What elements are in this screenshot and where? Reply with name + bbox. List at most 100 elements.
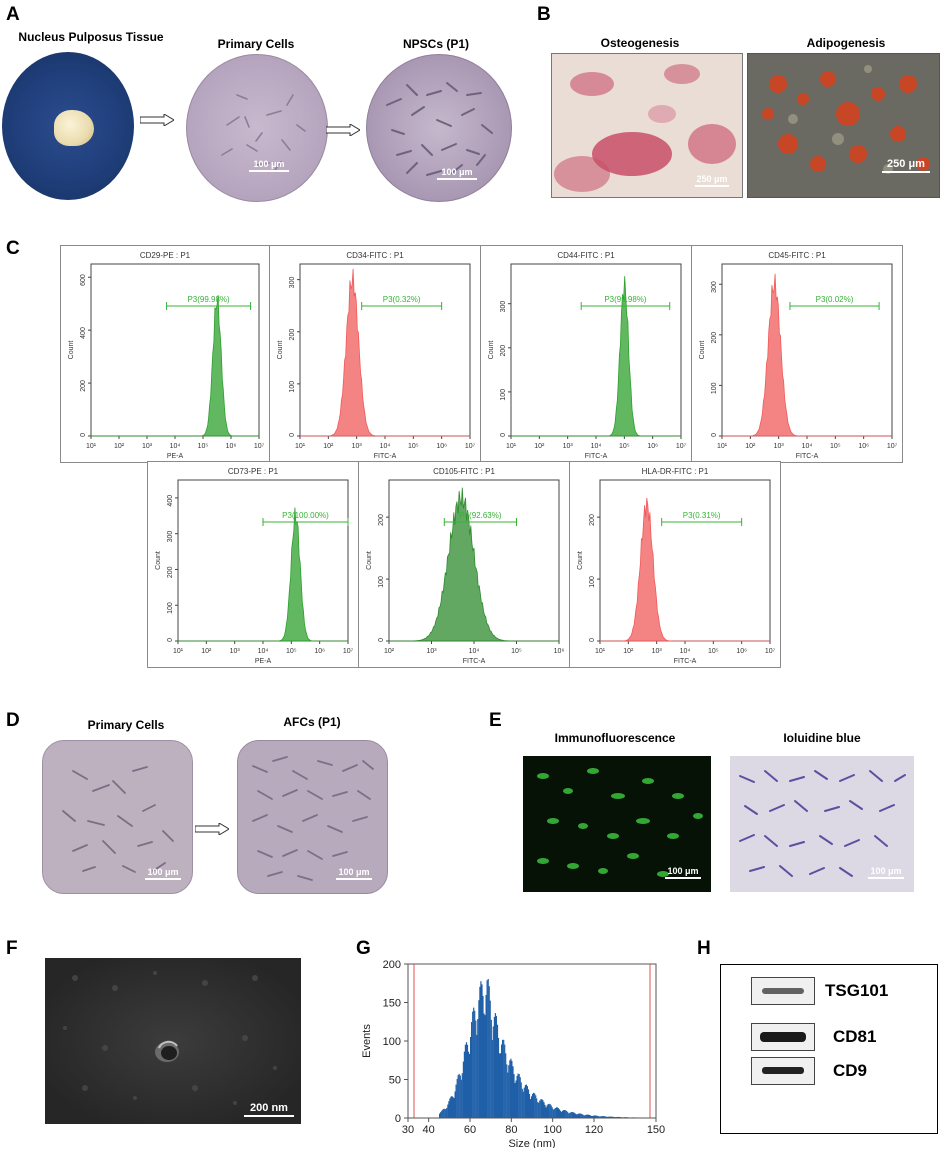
histogram-bar <box>612 1116 614 1118</box>
histogram-bar <box>472 1011 474 1118</box>
x-axis-label: PE-A <box>167 453 184 460</box>
x-tick-label: 30 <box>402 1124 414 1136</box>
histogram-bar <box>545 1107 547 1118</box>
histogram-bar <box>483 1013 485 1118</box>
band-tsg101 <box>751 977 815 1005</box>
scale-bar-e1: 100 μm <box>663 866 703 879</box>
histogram-bar <box>609 1116 611 1118</box>
histogram-bar <box>627 1117 629 1118</box>
histogram-area <box>511 276 681 437</box>
x-tick-label: 10³ <box>352 443 363 450</box>
arrow-right-icon <box>140 114 174 126</box>
histogram-bar <box>584 1115 586 1118</box>
y-tick-label: 0 <box>378 638 385 642</box>
histogram-cd34: CD34-FITC : P1 10¹ 10² 10³ 10⁴ 10⁵ 10⁶ 10⁷ FITC-… <box>269 245 481 463</box>
x-tick-label: 10¹ <box>173 648 184 655</box>
plot-frame <box>721 263 893 437</box>
primary-cells-photo-a: 100 μm <box>186 54 328 202</box>
histogram-bar <box>494 1013 496 1118</box>
x-tick-label: 10⁴ <box>802 443 813 450</box>
western-blot-box: TSG101 CD81 CD9 <box>720 964 938 1134</box>
histogram-title: CD45-FITC : P1 <box>768 251 826 260</box>
histogram-bar <box>601 1116 603 1118</box>
histogram-bar <box>590 1115 593 1118</box>
x-tick-label: 10⁶ <box>436 443 447 450</box>
histogram-cd73: CD73-PE : P1 10¹ 10² 10³ 10⁴ 10⁵ 10⁶ 10⁷ PE-A 0 10… <box>147 461 359 668</box>
histogram-bar <box>449 1098 451 1118</box>
histogram-bar <box>551 1107 553 1118</box>
histogram-bar <box>629 1117 631 1118</box>
y-tick-label: 150 <box>383 998 401 1010</box>
histogram-bar <box>493 1016 495 1118</box>
histogram-bar <box>450 1096 452 1118</box>
histogram-bar <box>567 1112 569 1118</box>
x-tick-label: 10⁷ <box>676 443 687 450</box>
x-tick-label: 120 <box>585 1124 603 1136</box>
x-tick-label: 40 <box>423 1124 435 1136</box>
scale-bar-d1-label: 100 μm <box>147 867 179 877</box>
x-tick-label: 10⁴ <box>680 648 691 655</box>
histogram-bar <box>492 1026 494 1118</box>
x-tick-label: 10¹ <box>86 443 97 450</box>
osteogenesis-photo: 250 μm <box>551 53 743 198</box>
y-tick-label: 100 <box>383 1036 401 1048</box>
x-tick-label: 10² <box>114 443 125 450</box>
scale-bar-b1: 250 μm <box>692 174 732 187</box>
afcs-photo: 100 μm <box>237 740 388 894</box>
scale-bar-b2: 250 μm <box>878 158 934 173</box>
histogram-bar <box>546 1105 548 1118</box>
scale-bar-e2: 100 μm <box>866 866 906 879</box>
y-tick-label: 0 <box>500 433 507 437</box>
histogram-bar <box>576 1114 578 1118</box>
band-label-cd9: CD9 <box>833 1061 868 1080</box>
y-tick-label: 100 <box>378 576 385 588</box>
histogram-bar <box>440 1112 442 1118</box>
histogram-bar <box>588 1114 590 1118</box>
scale-bar-d2: 100 μm <box>334 867 374 880</box>
y-axis-label: Count <box>366 551 373 570</box>
histogram-bar <box>593 1115 595 1118</box>
x-tick-label: 10⁶ <box>736 648 747 655</box>
x-tick-label: 10⁵ <box>619 443 630 450</box>
histogram-bar <box>475 1020 477 1118</box>
histogram-bar <box>579 1113 581 1118</box>
histogram-bar <box>608 1116 610 1118</box>
x-tick-label: 10⁶ <box>226 443 237 450</box>
arrow-right-icon <box>326 124 360 136</box>
histogram-bar <box>537 1102 539 1118</box>
y-axis-label: Count <box>155 551 162 570</box>
histogram-bar <box>558 1109 561 1118</box>
scale-bar-a2: 100 μm <box>435 167 479 180</box>
histogram-bar <box>635 1117 637 1118</box>
y-tick-label: 0 <box>80 433 87 437</box>
histogram-bar <box>512 1066 514 1118</box>
histogram-bar <box>495 1015 497 1118</box>
x-tick-label: 10¹ <box>595 648 606 655</box>
histogram-bar <box>518 1074 520 1118</box>
histogram-bar <box>486 980 488 1118</box>
histogram-bar <box>528 1094 531 1118</box>
histogram-bar <box>614 1117 616 1118</box>
histogram-bar <box>605 1116 607 1118</box>
x-tick-label: 10⁷ <box>343 648 354 655</box>
y-tick-label: 50 <box>389 1075 401 1087</box>
histogram-bar <box>523 1087 525 1118</box>
histogram-bar <box>513 1074 515 1118</box>
histogram-bar <box>613 1117 615 1118</box>
x-axis-label: Size (nm) <box>508 1138 555 1148</box>
histogram-bar <box>469 1053 471 1118</box>
x-tick-label: 80 <box>505 1124 517 1136</box>
histogram-bar <box>619 1117 621 1118</box>
histogram-bar <box>538 1102 540 1118</box>
histogram-bar <box>620 1117 623 1118</box>
histogram-bar <box>473 1007 475 1118</box>
histogram-title: CD44-FITC : P1 <box>557 251 615 260</box>
histogram-bar <box>521 1088 523 1118</box>
x-tick-label: 10⁶ <box>554 648 565 655</box>
x-tick-label: 10¹ <box>506 443 517 450</box>
histogram-bar <box>466 1044 469 1118</box>
x-tick-label: 10⁷ <box>887 443 898 450</box>
histogram-bar <box>503 1039 505 1118</box>
histogram-bar <box>441 1110 443 1118</box>
panel-letter-d: D <box>6 710 20 731</box>
